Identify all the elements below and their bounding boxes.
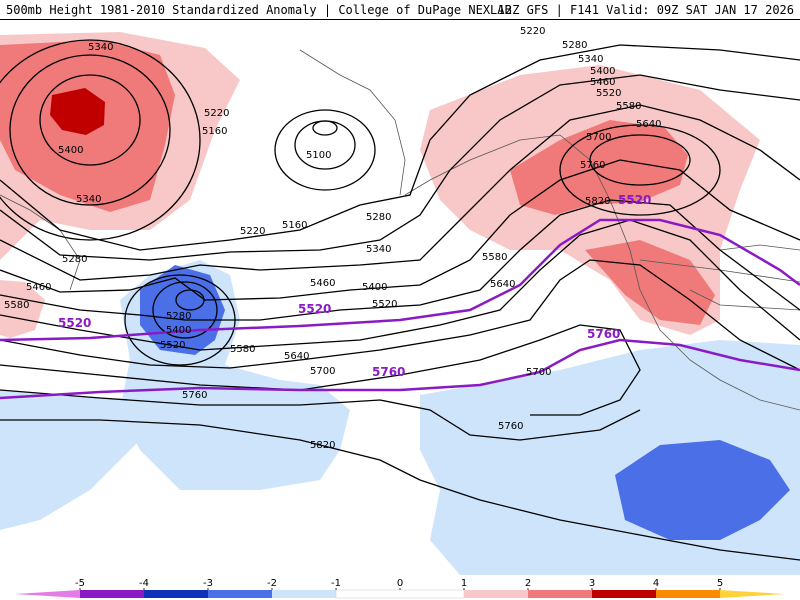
contour-label: 5760 <box>182 390 207 401</box>
reference-contours <box>0 218 800 400</box>
colorbar-tick: -4 <box>139 578 149 589</box>
colorbar-segment-neg3 <box>144 590 208 598</box>
positive-anomaly-ne-inner <box>585 240 715 325</box>
contour-label: 5340 <box>76 194 101 205</box>
colorbar-tick: 4 <box>653 578 659 589</box>
anomaly-map: 5220 5280 5340 5400 5460 5520 5580 5640 … <box>0 26 800 575</box>
contour-label: 5640 <box>636 119 661 130</box>
contour-labels: 5220 5280 5340 5400 5460 5520 5580 5640 … <box>4 26 661 451</box>
contour-label: 5280 <box>366 212 391 223</box>
contour-label: 5340 <box>578 54 603 65</box>
contour-label: 5640 <box>284 351 309 362</box>
contour-label: 5640 <box>490 279 515 290</box>
model-run-info: 12Z GFS | F141 Valid: 09Z SAT JAN 17 202… <box>497 3 794 17</box>
reference-contour-labels: 5520 5520 5520 5760 5760 <box>58 193 651 379</box>
colorbar-segment-pos2 <box>528 590 592 598</box>
contour-label: 5100 <box>306 150 331 161</box>
positive-anomaly-west <box>0 280 45 338</box>
colorbar-segment-pos3 <box>592 590 656 598</box>
colorbar-segment-pos5 <box>720 590 785 598</box>
contour-label: 5520 <box>160 340 185 351</box>
contour-label: 5580 <box>616 101 641 112</box>
colorbar-segment-pos1 <box>464 590 528 598</box>
reference-label: 5760 <box>587 327 620 341</box>
contour-label: 5460 <box>590 77 615 88</box>
reference-contour-5520 <box>0 218 800 342</box>
map-title: 500mb Height 1981-2010 Standardized Anom… <box>6 3 512 17</box>
contour-label: 5400 <box>166 325 191 336</box>
contour-label: 5580 <box>4 300 29 311</box>
contour-label: 5160 <box>202 126 227 137</box>
contour-label: 5220 <box>240 226 265 237</box>
colorbar-ticks: -5 -4 -3 -2 -1 0 1 2 3 4 5 <box>75 578 723 589</box>
contour-label: 5700 <box>526 367 551 378</box>
colorbar-segment-pos4 <box>656 590 720 598</box>
contour-label: 5580 <box>230 344 255 355</box>
reference-contour-5760 <box>0 338 800 400</box>
colorbar-tick: 0 <box>397 578 403 589</box>
anomaly-shading <box>0 32 800 575</box>
colorbar-tick: -5 <box>75 578 85 589</box>
colorbar-segment-neg5 <box>15 590 80 598</box>
colorbar-segment-neg2 <box>208 590 272 598</box>
negative-anomaly-southeast-core <box>615 440 790 540</box>
colorbar-tick: -1 <box>331 578 341 589</box>
contour-label: 5700 <box>310 366 335 377</box>
contour-label: 5400 <box>362 282 387 293</box>
contour-label: 5340 <box>88 42 113 53</box>
colorbar-segment-neg1 <box>272 590 336 598</box>
contour-label: 5580 <box>482 252 507 263</box>
contour-label: 5820 <box>310 440 335 451</box>
colorbar-tick: -3 <box>203 578 213 589</box>
contour-label: 5280 <box>62 254 87 265</box>
contour-label: 5760 <box>580 160 605 171</box>
contour-label: 5400 <box>58 145 83 156</box>
contour-label: 5220 <box>204 108 229 119</box>
colorbar-segment-neg4 <box>80 590 144 598</box>
contour-label: 5820 <box>585 196 610 207</box>
contour-label: 5340 <box>366 244 391 255</box>
contour-label: 5280 <box>562 40 587 51</box>
colorbar-tick: 5 <box>717 578 723 589</box>
contour-label: 5760 <box>498 421 523 432</box>
contour-label: 5460 <box>26 282 51 293</box>
colorbar-tick: 3 <box>589 578 595 589</box>
height-contours <box>0 39 800 561</box>
colorbar-tick: 2 <box>525 578 531 589</box>
contour-label: 5520 <box>372 299 397 310</box>
colorbar-tick: -2 <box>267 578 277 589</box>
positive-anomaly-nw-core <box>50 88 105 135</box>
reference-label: 5520 <box>618 193 651 207</box>
contour-label: 5400 <box>590 66 615 77</box>
reference-label: 5760 <box>372 365 405 379</box>
colorbar: -5 -4 -3 -2 -1 0 1 2 3 4 5 <box>0 575 800 600</box>
contour-label: 5700 <box>586 132 611 143</box>
contour-label: 5460 <box>310 278 335 289</box>
contour-label: 5520 <box>596 88 621 99</box>
reference-label: 5520 <box>58 316 91 330</box>
colorbar-segment-zero <box>335 589 465 599</box>
map-header: 500mb Height 1981-2010 Standardized Anom… <box>0 0 800 20</box>
contour-label: 5280 <box>166 311 191 322</box>
colorbar-segments <box>15 589 785 599</box>
contour-label: 5220 <box>520 26 545 37</box>
coastlines <box>0 49 800 411</box>
colorbar-tick: 1 <box>461 578 467 589</box>
negative-anomaly-sw <box>0 390 180 530</box>
contour-label: 5160 <box>282 220 307 231</box>
colorbar-tick-marks <box>79 588 721 590</box>
reference-label: 5520 <box>298 302 331 316</box>
